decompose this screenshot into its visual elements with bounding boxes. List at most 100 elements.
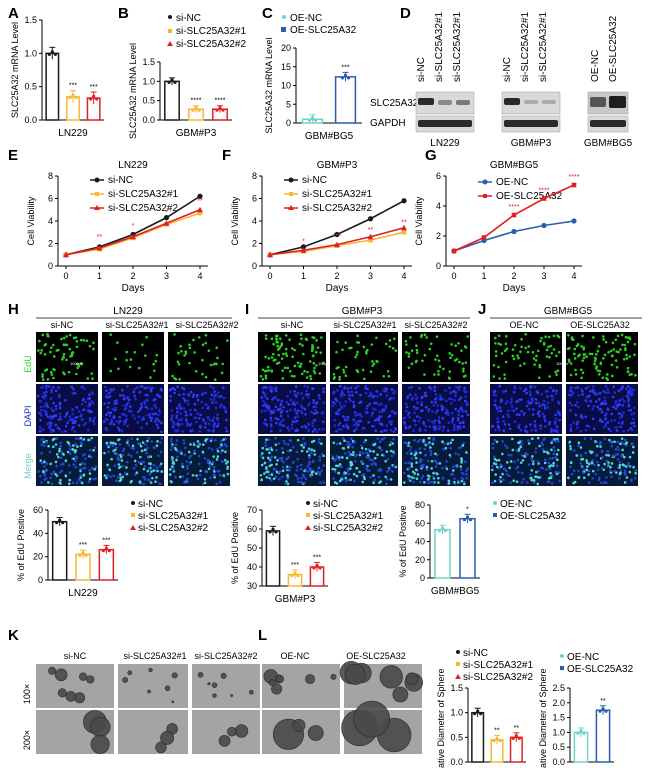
cell-nucleus [375,336,378,340]
cell-nucleus [341,437,345,440]
cell-nucleus [269,418,273,422]
cell-nucleus [341,456,344,459]
cell-nucleus [280,343,284,347]
cell-nucleus [64,424,68,428]
y-tick-label: 60 [33,505,43,515]
cell-nucleus [290,426,294,430]
cell-nucleus [68,333,72,337]
cell-nucleus [613,440,616,444]
cell-nucleus [223,458,227,462]
cell-nucleus [507,423,511,426]
cell-nucleus [83,462,87,466]
cell-nucleus [529,476,532,480]
cell-nucleus [103,420,106,423]
micro-tile [102,332,164,382]
cell-nucleus [362,345,366,349]
cell-nucleus [454,452,457,455]
y-tick-label: 0 [38,575,43,585]
cell-nucleus [511,437,514,441]
cell-nucleus [170,480,173,484]
cell-nucleus [531,350,535,354]
cell-nucleus [157,408,161,412]
cell-nucleus [152,362,155,366]
cell-nucleus [143,400,146,403]
legend-marker [94,205,100,210]
cell-nucleus [70,385,74,389]
cell-nucleus [574,386,577,390]
data-point [170,78,174,82]
cell-nucleus [210,393,214,397]
y-tick-label: 15 [281,62,291,72]
data-point [221,108,225,112]
cell-nucleus [296,480,300,484]
cell-nucleus [520,481,524,484]
cell-nucleus [437,369,440,373]
cell-nucleus [501,415,505,419]
cell-nucleus [538,414,541,418]
cell-nucleus [315,364,318,367]
cell-nucleus [557,400,560,403]
cell-nucleus [192,338,195,342]
cell-nucleus [495,440,499,444]
cell-nucleus [149,389,153,393]
cell-nucleus [207,467,211,471]
cell-nucleus [105,441,109,445]
cell-nucleus [270,456,273,459]
scale-bar-label: 100μm [318,361,331,366]
cell-nucleus [290,374,294,378]
series-point [367,216,374,222]
y-tick-label: 0 [286,118,291,128]
cell-nucleus [433,419,437,422]
y-tick-label: 1.5 [142,57,155,67]
significance-label: *** [341,64,349,71]
cell-nucleus [624,387,628,390]
cell-nucleus [610,444,614,448]
cell-nucleus [502,390,505,394]
cell-nucleus [513,460,516,464]
cell-nucleus [448,397,451,401]
cell-nucleus [178,404,181,408]
cell-nucleus [412,429,415,432]
cell-nucleus [58,471,62,474]
cell-nucleus [226,472,230,476]
cell-nucleus [172,468,176,472]
cell-nucleus [90,466,94,470]
cell-nucleus [404,402,408,405]
cell-nucleus [408,449,412,452]
cell-nucleus [615,350,618,353]
cell-nucleus [415,351,419,354]
cell-nucleus [336,340,339,344]
cell-nucleus [361,460,364,464]
cell-nucleus [49,421,53,425]
cell-nucleus [569,445,572,448]
cell-nucleus [295,468,299,472]
cell-nucleus [445,467,449,471]
cell-nucleus [76,445,79,448]
cell-nucleus [175,414,179,417]
cell-nucleus [304,477,308,481]
cell-nucleus [508,427,512,431]
cell-nucleus [340,478,343,481]
cell-nucleus [133,417,136,420]
cell-nucleus [293,416,297,419]
cell-nucleus [77,410,81,413]
cell-nucleus [614,453,618,456]
cell-nucleus [602,390,605,393]
sphere [248,689,254,695]
series-point [197,206,203,213]
cell-nucleus [497,420,500,424]
cell-nucleus [613,391,617,394]
cell-nucleus [557,350,561,354]
cell-nucleus [281,465,285,469]
cell-nucleus [268,476,271,480]
cell-nucleus [428,425,432,428]
cell-nucleus [610,475,613,479]
cell-nucleus [214,438,217,442]
cell-nucleus [121,453,125,457]
cell-nucleus [282,460,285,464]
cell-nucleus [536,349,540,353]
cell-nucleus [212,424,215,428]
cell-nucleus [348,397,351,400]
cell-nucleus [310,440,314,444]
legend-marker [483,194,487,198]
